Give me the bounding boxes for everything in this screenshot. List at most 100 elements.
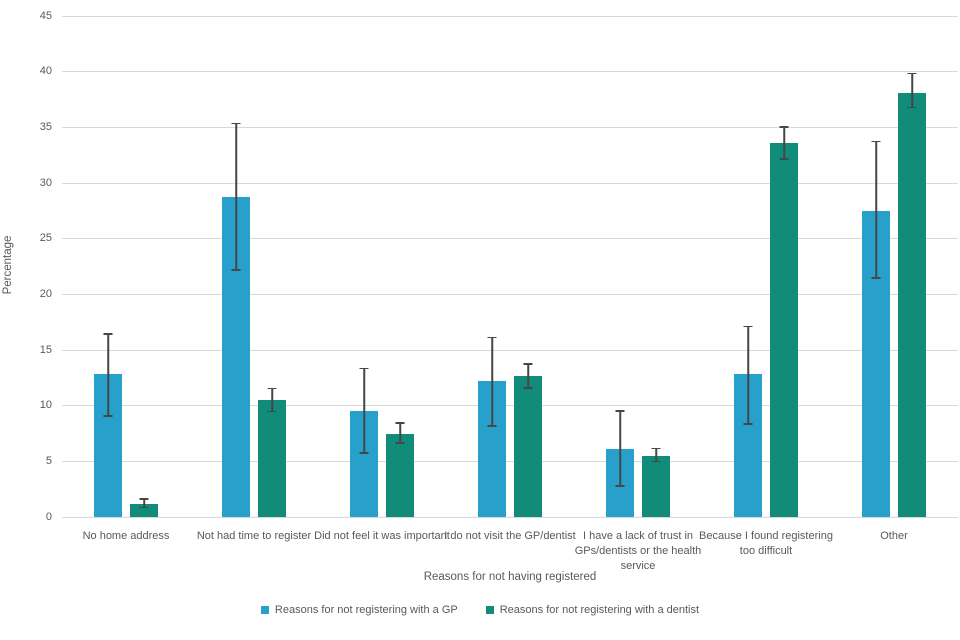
bar-dentist <box>514 375 542 517</box>
gridline <box>62 126 958 128</box>
error-bar-cap-top <box>395 422 405 424</box>
gridline <box>62 182 958 184</box>
error-bar-cap-bottom <box>487 425 497 427</box>
error-bar <box>651 447 661 463</box>
error-bar-line <box>107 333 109 417</box>
legend: Reasons for not registering with a GP Re… <box>0 604 960 616</box>
bar-dentist <box>130 503 158 517</box>
error-bar <box>743 325 753 425</box>
x-tick-label: Not had time to register <box>196 530 312 542</box>
error-bar-cap-bottom <box>395 442 405 444</box>
bar-dentist <box>770 142 798 517</box>
gridline <box>62 71 958 73</box>
error-bar-cap-bottom <box>615 485 625 487</box>
error-bar-line <box>619 410 621 487</box>
legend-item-gp: Reasons for not registering with a GP <box>260 604 458 616</box>
error-bar-cap-bottom <box>103 415 113 417</box>
gridline <box>62 15 958 17</box>
bar-dentist <box>258 400 286 517</box>
gridline <box>62 516 958 518</box>
error-bar-cap-top <box>359 367 369 370</box>
error-bar-cap-top <box>139 498 149 500</box>
error-bar <box>615 410 625 487</box>
bar-dentist <box>898 92 926 517</box>
error-bar-cap-bottom <box>907 106 917 109</box>
error-bar-line <box>143 498 145 509</box>
legend-swatch-dentist-icon <box>485 606 494 614</box>
error-bar-cap-bottom <box>231 269 241 271</box>
gridline <box>62 405 958 407</box>
y-tick-label: 40 <box>39 65 52 78</box>
gridline <box>62 293 958 295</box>
error-bar-cap-bottom <box>359 452 369 454</box>
error-bar-cap-bottom <box>743 423 753 425</box>
error-bar <box>231 122 241 271</box>
y-tick-label: 0 <box>45 510 52 523</box>
error-bar-line <box>363 367 365 454</box>
x-axis-title: Reasons for not having registered <box>423 571 597 583</box>
plot-area <box>62 15 958 518</box>
error-bar-line <box>399 422 401 444</box>
legend-label-dentist: Reasons for not registering with a denti… <box>499 604 700 616</box>
y-tick-label: 35 <box>39 120 52 133</box>
error-bar-cap-top <box>743 325 753 327</box>
error-bar-line <box>235 122 237 271</box>
error-bar <box>139 498 149 509</box>
error-bar-cap-top <box>907 72 917 75</box>
gridline <box>62 349 958 351</box>
legend-item-dentist: Reasons for not registering with a denti… <box>485 604 700 616</box>
x-tick-label: Because I found registering too difficul… <box>699 530 833 557</box>
y-tick-label: 25 <box>39 232 52 245</box>
error-bar <box>103 333 113 417</box>
error-bar <box>267 387 277 413</box>
error-bar-cap-top <box>523 363 533 365</box>
error-bar-cap-bottom <box>523 387 533 389</box>
error-bar-line <box>747 325 749 425</box>
error-bar-cap-top <box>103 333 113 335</box>
error-bar-line <box>875 140 877 279</box>
legend-label-gp: Reasons for not registering with a GP <box>274 604 458 616</box>
error-bar-cap-bottom <box>267 410 277 413</box>
error-bar-line <box>271 387 273 413</box>
error-bar <box>359 367 369 454</box>
y-tick-label: 20 <box>39 287 52 300</box>
x-tick-label: Other <box>880 530 908 542</box>
x-tick-label: Did not feel it was important <box>314 530 450 542</box>
error-bar-cap-bottom <box>779 158 789 160</box>
error-bar <box>871 140 881 279</box>
error-bar-cap-bottom <box>139 506 149 509</box>
error-bar <box>487 336 497 427</box>
y-tick-label: 45 <box>39 9 52 22</box>
y-tick-label: 5 <box>45 454 52 467</box>
error-bar-cap-top <box>871 140 881 143</box>
x-tick-label: I have a lack of trust in GPs/dentists o… <box>574 530 702 572</box>
error-bar-line <box>655 447 657 463</box>
error-bar-line <box>911 72 913 109</box>
y-tick-label: 30 <box>39 176 52 189</box>
error-bar-cap-top <box>779 126 789 128</box>
error-bar-cap-top <box>487 336 497 339</box>
error-bar <box>395 422 405 444</box>
bar-dentist <box>386 433 414 517</box>
legend-swatch-gp-icon <box>260 606 269 614</box>
x-tick-label: No home address <box>82 530 170 542</box>
error-bar-cap-top <box>615 410 625 412</box>
error-bar-cap-top <box>267 387 277 390</box>
error-bar <box>907 72 917 109</box>
error-bar-line <box>491 336 493 427</box>
error-bar-cap-bottom <box>871 277 881 279</box>
error-bar-cap-bottom <box>651 460 661 463</box>
error-bar-line <box>527 363 529 389</box>
gridline <box>62 238 958 240</box>
y-tick-label: 15 <box>39 343 52 356</box>
y-tick-label: 10 <box>39 399 52 412</box>
y-axis-title: Percentage <box>2 235 14 295</box>
error-bar <box>779 126 789 160</box>
error-bar <box>523 363 533 389</box>
gridline <box>62 460 958 462</box>
bar-dentist <box>642 455 670 517</box>
error-bar-line <box>783 126 785 160</box>
x-tick-label: I do not visit the GP/dentist <box>444 530 576 542</box>
error-bar-cap-top <box>651 447 661 450</box>
